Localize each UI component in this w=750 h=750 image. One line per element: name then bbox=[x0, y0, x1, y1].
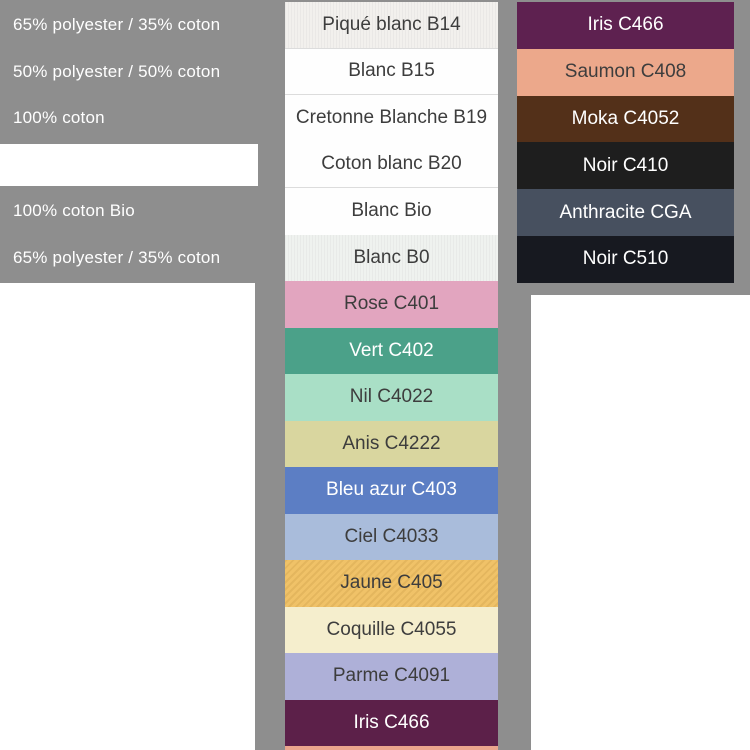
white-fabrics-column: Piqué blanc B14 Blanc B15 Cretonne Blanc… bbox=[285, 2, 498, 746]
swatch-ciel-c4033: Ciel C4033 bbox=[285, 513, 498, 560]
swatch-pique-blanc-b14: Piqué blanc B14 bbox=[285, 2, 498, 49]
composition-label: 65% polyester / 35% coton bbox=[13, 247, 221, 267]
color-swatches-column: Iris C466 Saumon C408 Moka C4052 Noir C4… bbox=[517, 2, 734, 283]
composition-label: 50% polyester / 50% coton bbox=[13, 61, 221, 81]
swatch-coquille-c4055: Coquille C4055 bbox=[285, 606, 498, 653]
swatch-nil-c4022: Nil C4022 bbox=[285, 374, 498, 421]
swatch-anthracite-cga: Anthracite CGA bbox=[517, 189, 734, 236]
swatch-parme-c4091: Parme C4091 bbox=[285, 653, 498, 700]
swatch-jaune-c405: Jaune C405 bbox=[285, 560, 498, 607]
composition-label: 100% coton bbox=[13, 108, 105, 128]
empty-label-band bbox=[0, 144, 258, 186]
swatch-blanc-b15: Blanc B15 bbox=[285, 48, 498, 95]
swatch-iris-c466: Iris C466 bbox=[517, 2, 734, 49]
swatch-rose-c401: Rose C401 bbox=[285, 281, 498, 328]
left-gray-panel bbox=[0, 0, 258, 283]
swatch-noir-c510: Noir C510 bbox=[517, 235, 734, 283]
swatch-saumon-c408: Saumon C408 bbox=[517, 48, 734, 96]
swatch-vert-c402: Vert C402 bbox=[285, 327, 498, 374]
composition-label: 100% coton Bio bbox=[13, 201, 135, 221]
swatch-anis-c4222: Anis C4222 bbox=[285, 420, 498, 467]
composition-labels: 65% polyester / 35% coton 50% polyester … bbox=[0, 2, 258, 281]
composition-label-empty bbox=[0, 142, 258, 189]
partial-next-swatch bbox=[285, 746, 498, 750]
swatch-noir-c410: Noir C410 bbox=[517, 142, 734, 190]
swatch-coton-blanc-b20: Coton blanc B20 bbox=[285, 141, 498, 188]
swatch-cretonne-blanche-b19: Cretonne Blanche B19 bbox=[285, 95, 498, 142]
swatch-bleu-azur-c403: Bleu azur C403 bbox=[285, 467, 498, 514]
swatch-blanc-bio: Blanc Bio bbox=[285, 188, 498, 235]
swatch-iris-c466-mid: Iris C466 bbox=[285, 699, 498, 746]
composition-label: 65% polyester / 35% coton bbox=[13, 15, 221, 35]
swatch-moka-c4052: Moka C4052 bbox=[517, 95, 734, 143]
swatch-blanc-b0: Blanc B0 bbox=[285, 234, 498, 281]
